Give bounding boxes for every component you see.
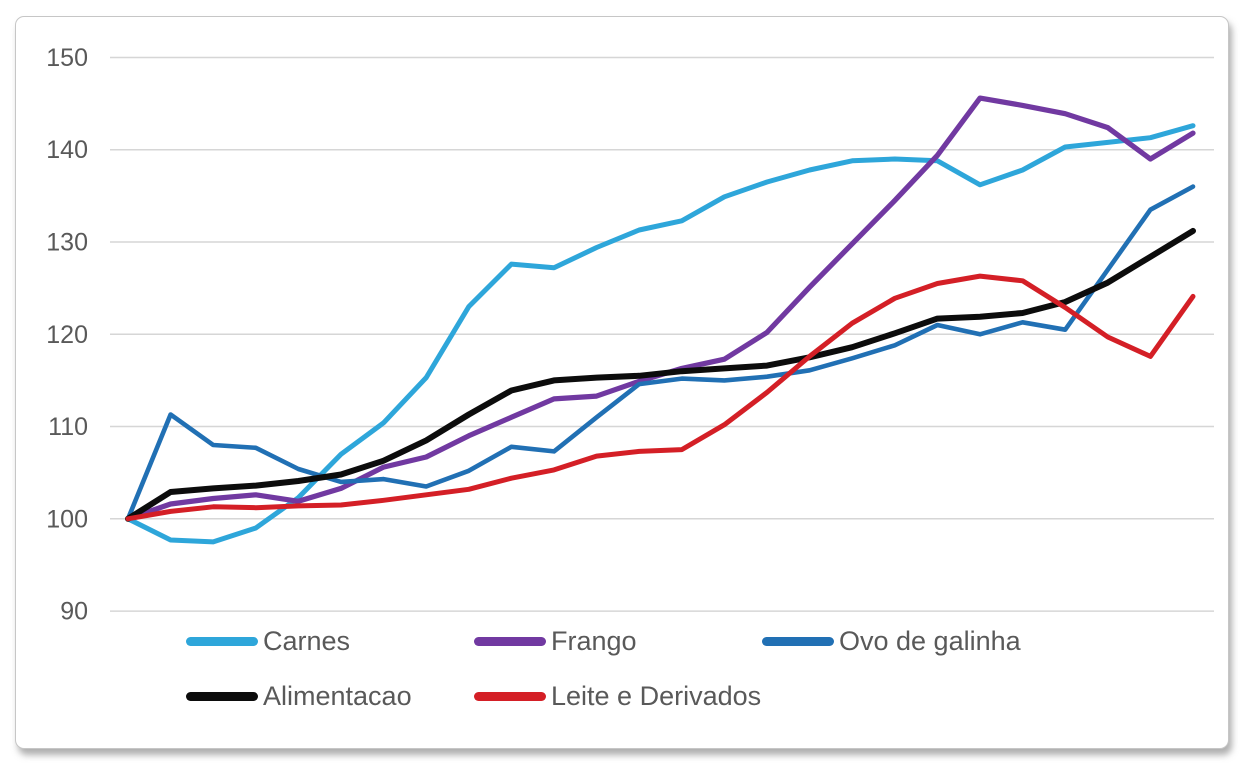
legend-swatch-icon xyxy=(186,691,258,701)
gridlines xyxy=(110,56,1214,612)
legend-item-frango: Frango xyxy=(474,624,762,658)
y-axis-tick-label: 130 xyxy=(46,229,88,257)
y-axis-tick-label: 110 xyxy=(48,413,88,441)
series-line-leite-e-derivados xyxy=(125,273,1196,522)
legend-label: Leite e Derivados xyxy=(551,681,762,711)
legend-label: Ovo de galinha xyxy=(839,626,1021,656)
legend-swatch-icon xyxy=(762,636,834,646)
legend-item-ovo-de-galinha: Ovo de galinha xyxy=(762,624,1050,658)
y-axis-tick-label: 100 xyxy=(46,505,88,533)
series-line-alimentacao xyxy=(125,227,1196,522)
legend-swatch-icon xyxy=(474,691,546,701)
legend-swatch-icon xyxy=(474,636,546,646)
y-axis-tick-label: 120 xyxy=(46,321,88,349)
y-axis-tick-label: 150 xyxy=(46,44,88,72)
series-line-ovo-de-galinha xyxy=(125,184,1196,522)
y-axis-tick-label: 90 xyxy=(60,598,88,626)
legend-item-carnes: Carnes xyxy=(186,624,474,658)
series-line-carnes xyxy=(125,123,1196,545)
legend-label: Frango xyxy=(551,626,637,656)
y-axis-tick-labels: 150 140 130 120 110 100 90 xyxy=(46,44,88,626)
legend-label: Alimentacao xyxy=(263,681,412,711)
series-lines xyxy=(125,95,1196,545)
legend-item-leite-e-derivados: Leite e Derivados xyxy=(474,679,762,713)
y-axis-tick-label: 140 xyxy=(46,136,88,164)
chart-panel xyxy=(15,16,1229,749)
legend-label: Carnes xyxy=(263,626,351,656)
legend-swatch-icon xyxy=(186,636,258,646)
legend: Carnes Frango Ovo de galinha Alimentacao Lei… xyxy=(186,624,1086,713)
legend-item-alimentacao: Alimentacao xyxy=(186,679,474,713)
